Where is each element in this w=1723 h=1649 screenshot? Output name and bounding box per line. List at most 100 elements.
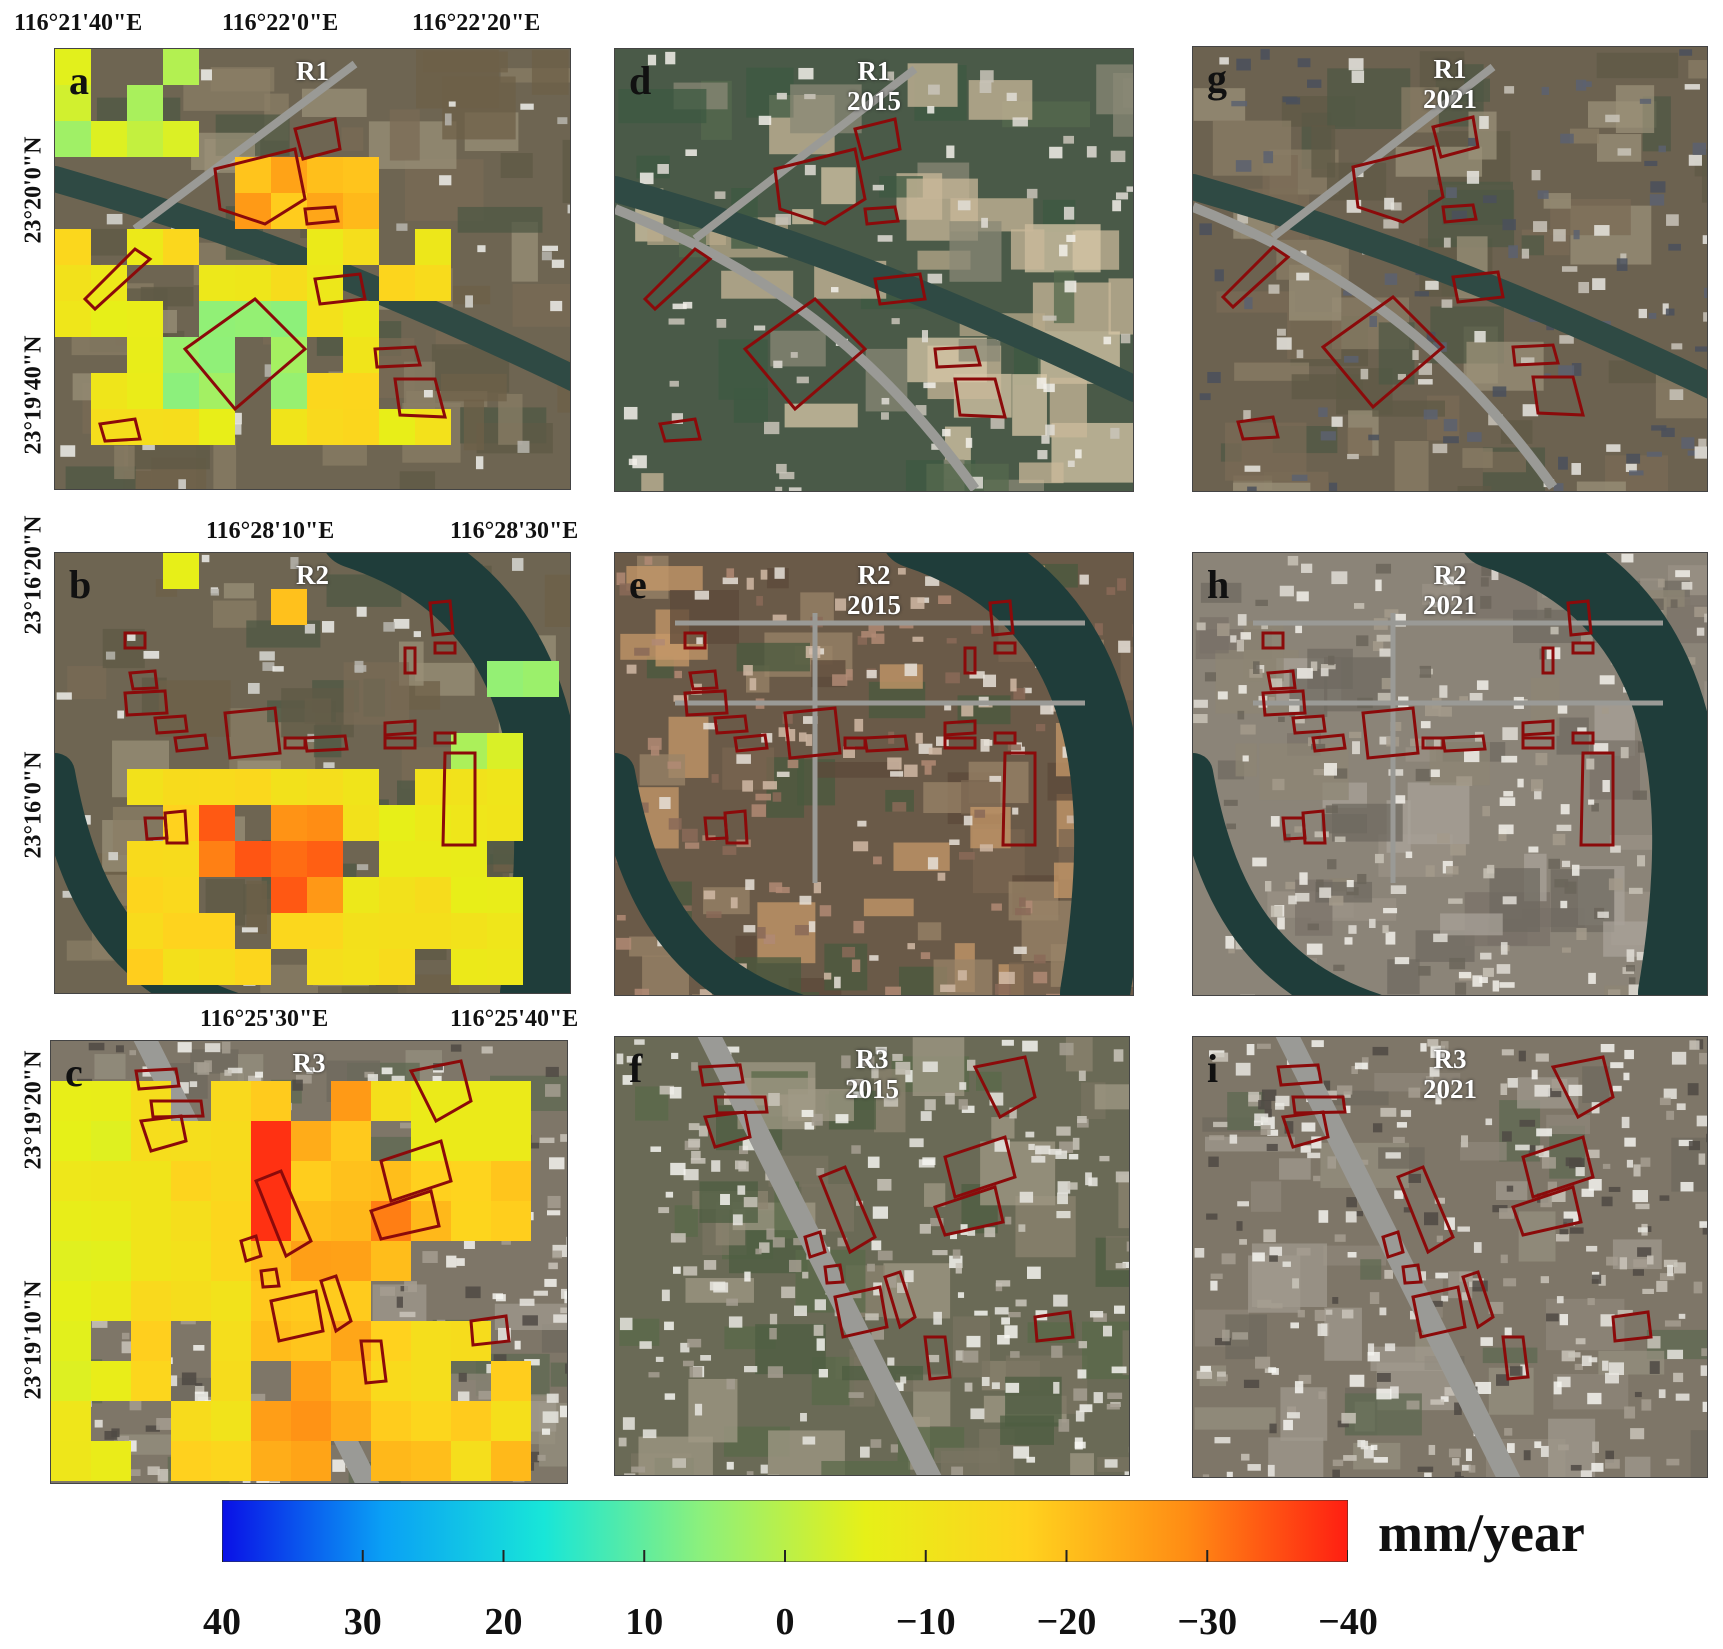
imagery-roof (1424, 1212, 1439, 1226)
imagery-roof (1217, 691, 1228, 700)
imagery-roof (979, 844, 993, 852)
imagery-roof (1534, 1084, 1551, 1097)
imagery-roof (1469, 692, 1483, 701)
building-polygon (933, 345, 982, 369)
imagery-roof (626, 664, 637, 674)
deformation-pixel (131, 1161, 171, 1201)
imagery-roof (921, 330, 929, 343)
r3-lon-label-1: 116°25'30"E (200, 1006, 329, 1032)
imagery-roof (1443, 436, 1459, 444)
imagery-roof (1288, 699, 1300, 712)
imagery-roof (400, 1122, 414, 1129)
deformation-pixel (271, 805, 307, 841)
imagery-roof (834, 976, 841, 989)
imagery-roof (694, 1403, 703, 1416)
imagery-roof (1704, 287, 1707, 299)
imagery-roof (1605, 1459, 1620, 1469)
imagery-roof (1332, 1459, 1344, 1467)
building-polygon (383, 719, 417, 737)
imagery-roof (749, 678, 757, 691)
deformation-pixel (127, 85, 163, 121)
deformation-pixel (127, 877, 163, 913)
imagery-roof (1223, 799, 1238, 806)
deformation-pixel (379, 841, 415, 877)
deformation-pixel (307, 769, 343, 805)
imagery-roof (1011, 746, 1025, 755)
imagery-roof (295, 1074, 312, 1084)
imagery-roof (1606, 444, 1621, 452)
panel-g-r1-2021: g R1 2021 (1192, 46, 1708, 492)
deformation-pixel (271, 877, 307, 913)
imagery-roof (1688, 1140, 1701, 1151)
imagery-roof (674, 670, 683, 679)
imagery-roof (698, 1125, 708, 1137)
imagery-roof (1368, 434, 1380, 441)
imagery-roof (1665, 308, 1675, 316)
imagery-roof (1602, 1360, 1609, 1371)
imagery-block (1019, 462, 1064, 484)
colorbar-tick-label: 10 (625, 1601, 664, 1643)
imagery-roof (1046, 993, 1062, 995)
imagery-roof (1687, 450, 1698, 456)
imagery-roof (231, 423, 242, 435)
deformation-pixel (91, 1201, 131, 1241)
imagery-roof (1241, 1453, 1250, 1461)
imagery-block (1053, 270, 1075, 324)
imagery-roof (1656, 1280, 1668, 1292)
imagery-roof (872, 1206, 889, 1219)
imagery-roof (803, 716, 818, 724)
imagery-roof (1648, 312, 1657, 319)
panel-f-r3-2015: f R3 2015 (614, 1036, 1130, 1476)
imagery-roof (699, 989, 712, 995)
imagery-roof (530, 1451, 540, 1463)
panel-title: R3 (292, 1048, 326, 1078)
imagery-roof (1702, 235, 1707, 244)
building-polygon (293, 117, 342, 161)
imagery-roof (1550, 1191, 1566, 1202)
imagery-roof (463, 1236, 475, 1249)
map-c (51, 1041, 567, 1483)
imagery-roof (1343, 1105, 1351, 1114)
imagery-roof (1468, 1465, 1476, 1473)
imagery-roof (920, 952, 931, 960)
imagery-roof (1214, 1337, 1231, 1346)
deformation-pixel (451, 841, 487, 877)
imagery-roof (1498, 828, 1507, 842)
building-polygon (1541, 646, 1555, 675)
imagery-roof (121, 1341, 136, 1354)
imagery-roof (971, 624, 983, 634)
imagery-roof (1236, 58, 1251, 71)
imagery-block (341, 127, 364, 151)
deformation-pixel (343, 229, 379, 265)
imagery-roof (60, 445, 76, 457)
deformation-pixel (199, 337, 235, 373)
imagery-roof (1295, 715, 1305, 724)
deformation-pixel (487, 949, 523, 985)
imagery-roof (1370, 1444, 1378, 1451)
imagery-roof (201, 69, 212, 81)
imagery-roof (1593, 743, 1609, 754)
deformation-pixel (379, 265, 415, 301)
deformation-pixel (55, 121, 91, 157)
imagery-roof (105, 651, 116, 660)
imagery-roof (1102, 1325, 1113, 1337)
imagery-roof (1217, 623, 1230, 637)
imagery-roof (1296, 349, 1304, 359)
imagery-roof (1626, 949, 1635, 962)
imagery-roof (628, 458, 637, 466)
imagery-roof (1480, 595, 1492, 609)
imagery-roof (1272, 778, 1285, 791)
imagery-roof (785, 729, 796, 742)
imagery-roof (1023, 687, 1032, 694)
imagery-roof (782, 713, 793, 724)
building-polygon (1461, 1270, 1495, 1330)
building-polygon (873, 272, 927, 306)
imagery-roof (1337, 1085, 1353, 1095)
imagery-block (1701, 149, 1707, 203)
imagery-roof (1318, 407, 1328, 418)
imagery-roof (959, 1082, 967, 1090)
imagery-roof (1058, 1419, 1070, 1432)
imagery-roof (1216, 1374, 1228, 1382)
imagery-roof (689, 1366, 703, 1378)
imagery-roof (1455, 982, 1467, 995)
